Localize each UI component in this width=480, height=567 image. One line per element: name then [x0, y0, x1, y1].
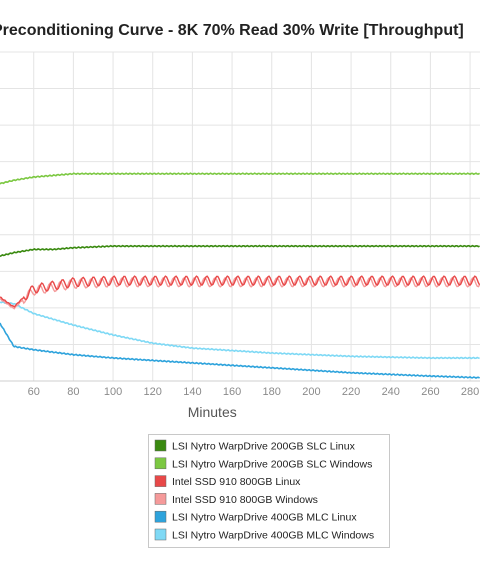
legend-label: LSI Nytro WarpDrive 200GB SLC Windows	[172, 458, 372, 470]
series-line-3	[0, 275, 480, 308]
legend-swatch	[154, 528, 167, 541]
legend-label: LSI Nytro WarpDrive 400GB MLC Linux	[172, 512, 357, 524]
legend-swatch	[154, 439, 167, 452]
x-tick-label: 280	[461, 386, 479, 398]
x-tick-label: 80	[67, 386, 79, 398]
legend-swatch	[154, 493, 167, 505]
legend-label: Intel SSD 910 800GB Windows	[172, 494, 318, 506]
series-line-6	[0, 301, 480, 360]
x-tick-label: 260	[421, 386, 439, 398]
legend: LSI Nytro WarpDrive 200GB SLC Linux LSI N…	[148, 434, 390, 548]
legend-label: LSI Nytro WarpDrive 200GB SLC Linux	[172, 441, 356, 453]
grid	[0, 51, 480, 382]
legend-label: Intel SSD 910 800GB Linux	[172, 476, 301, 488]
series-line-4	[0, 276, 480, 310]
legend-swatch	[154, 510, 167, 523]
legend-swatch	[154, 457, 167, 470]
x-tick-label: 220	[342, 386, 360, 398]
plot-area	[0, 52, 480, 381]
x-axis-label: Minutes	[188, 404, 237, 420]
legend-label: LSI Nytro WarpDrive 400GB MLC Windows	[172, 530, 374, 542]
legend-box	[148, 434, 390, 548]
series-group	[0, 172, 480, 380]
x-tick-label: 100	[104, 386, 122, 398]
series-line-5	[0, 322, 480, 380]
x-tick-label: 240	[382, 386, 400, 398]
series-line-1	[0, 244, 480, 258]
series-line-2	[0, 172, 480, 185]
x-tick-label: 200	[302, 386, 320, 398]
x-tick-label: 60	[28, 386, 40, 398]
x-axis-ticks: 60 80 100 120 140 160 180 200 220 240 260 280	[28, 386, 480, 398]
x-tick-label: 160	[223, 386, 241, 398]
x-tick-label: 180	[263, 386, 281, 398]
x-tick-label: 120	[144, 386, 162, 398]
chart-title: Preconditioning Curve - 8K 70% Read 30% …	[0, 22, 464, 39]
x-tick-label: 140	[183, 386, 201, 398]
legend-swatch	[154, 475, 167, 487]
